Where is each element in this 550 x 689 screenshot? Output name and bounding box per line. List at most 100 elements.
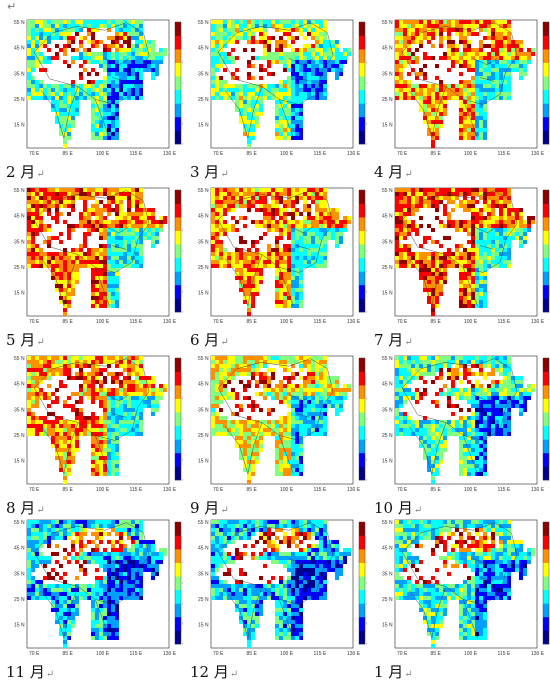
heat-cell <box>515 232 519 236</box>
heat-cell <box>35 36 39 40</box>
heat-cell <box>419 32 423 36</box>
heat-cell <box>287 88 291 92</box>
heat-cell <box>123 252 127 256</box>
heat-cell <box>491 72 495 76</box>
heat-cell <box>27 252 31 256</box>
heat-cell <box>251 76 255 80</box>
heat-cell <box>491 200 495 204</box>
heat-cell <box>279 40 283 44</box>
heat-cell <box>487 196 491 200</box>
heat-cell <box>43 256 47 260</box>
heat-cell <box>343 392 347 396</box>
heat-cell <box>339 64 343 68</box>
heat-cell <box>67 84 71 88</box>
heat-cell <box>423 52 427 56</box>
heat-cell <box>215 20 219 24</box>
heat-cell <box>235 28 239 32</box>
heat-cell <box>123 216 127 220</box>
heat-cell <box>267 36 271 40</box>
heat-cell <box>31 200 35 204</box>
heat-cell <box>67 456 71 460</box>
heat-cell <box>63 468 67 472</box>
heat-cell <box>531 52 535 56</box>
heat-cell <box>335 216 339 220</box>
heat-cell <box>319 212 323 216</box>
heat-cell <box>247 300 251 304</box>
heat-cell <box>51 56 55 60</box>
heat-cell <box>223 44 227 48</box>
heat-cell <box>503 20 507 24</box>
heat-cell <box>487 64 491 68</box>
heat-cell <box>103 80 107 84</box>
heat-cell <box>63 292 67 296</box>
heat-cell <box>451 28 455 32</box>
heat-cell <box>215 356 219 360</box>
heat-cell <box>507 260 511 264</box>
heat-cell <box>483 236 487 240</box>
heat-cell <box>95 464 99 468</box>
heat-cell <box>291 200 295 204</box>
heat-cell <box>127 420 131 424</box>
heat-cell <box>27 56 31 60</box>
heat-cell <box>283 204 287 208</box>
heat-cell <box>59 360 63 364</box>
heat-cell <box>59 96 63 100</box>
heat-cell <box>311 404 315 408</box>
heat-cell <box>75 364 79 368</box>
heat-cell <box>155 220 159 224</box>
heat-cell <box>283 188 287 192</box>
heat-cell <box>247 372 251 376</box>
heat-cell <box>243 384 247 388</box>
heat-cell <box>327 212 331 216</box>
heat-cell <box>143 44 147 48</box>
heat-cell <box>271 96 275 100</box>
heat-cell <box>331 228 335 232</box>
heat-cell <box>335 44 339 48</box>
heat-cell <box>227 60 231 64</box>
heat-cell <box>451 200 455 204</box>
heat-cell <box>95 292 99 296</box>
heat-cell <box>275 192 279 196</box>
heat-cell <box>127 416 131 420</box>
heat-cell <box>507 256 511 260</box>
heat-cell <box>131 92 135 96</box>
heat-cell <box>283 360 287 364</box>
heat-cell <box>475 80 479 84</box>
heat-cell <box>27 376 31 380</box>
heat-cell <box>83 88 87 92</box>
heat-cell <box>31 404 35 408</box>
heat-cell <box>431 296 435 300</box>
heat-cell <box>467 132 471 136</box>
heat-cell <box>475 64 479 68</box>
colorbar-segment <box>175 439 181 454</box>
heat-cell <box>31 392 35 396</box>
heat-cell <box>99 100 103 104</box>
heat-cell <box>95 120 99 124</box>
heat-cell <box>331 56 335 60</box>
heat-cell <box>223 196 227 200</box>
colorbar-tick-label: 0.8 <box>183 396 184 401</box>
heat-cell <box>479 220 483 224</box>
heat-cell <box>107 356 111 360</box>
heat-cell <box>99 304 103 308</box>
heat-cell <box>247 124 251 128</box>
heat-cell <box>139 80 143 84</box>
heat-cell <box>99 380 103 384</box>
heat-cell <box>103 444 107 448</box>
heat-cell <box>271 368 275 372</box>
heat-cell <box>31 228 35 232</box>
heat-cell <box>87 256 91 260</box>
heat-cell <box>79 64 83 68</box>
heat-cell <box>303 404 307 408</box>
heat-cell <box>223 232 227 236</box>
heat-cell <box>291 396 295 400</box>
heat-cell <box>287 356 291 360</box>
heat-cell <box>147 236 151 240</box>
colorbar-tick-label: 0 <box>183 478 184 483</box>
heat-cell <box>215 44 219 48</box>
heat-cell <box>115 236 119 240</box>
heat-cell <box>83 252 87 256</box>
heat-cell <box>399 208 403 212</box>
heat-cell <box>427 268 431 272</box>
heat-cell <box>59 296 63 300</box>
